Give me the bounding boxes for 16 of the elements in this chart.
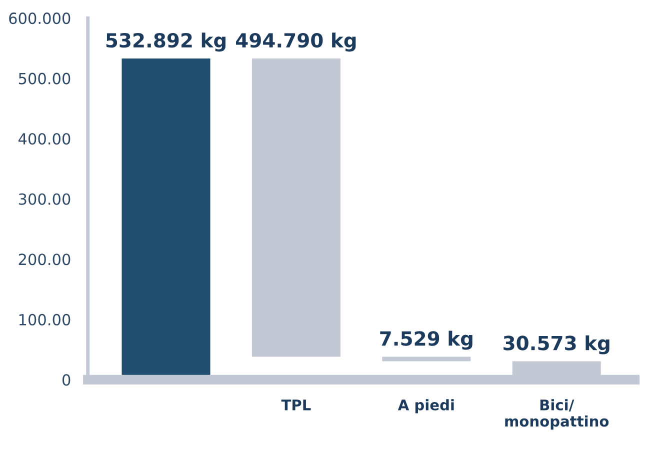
data-label: 7.529 kg xyxy=(380,330,472,350)
bar xyxy=(252,58,340,357)
y-tick-label: 600.000 xyxy=(9,12,70,24)
x-tick-label: TPL xyxy=(281,400,311,410)
x-tick-label: Bici/ monopattino xyxy=(505,399,609,430)
bar xyxy=(382,356,471,362)
data-label: 532.892 kg xyxy=(106,32,226,52)
y-tick-label: 400.00 xyxy=(18,133,70,145)
data-label: 494.790 kg xyxy=(236,32,356,52)
y-tick-label: 300.00 xyxy=(18,193,70,205)
y-tick-label: 100.00 xyxy=(19,314,70,326)
y-tick-label: 0 xyxy=(62,374,70,386)
data-label: 30.573 kg xyxy=(504,335,610,354)
y-tick-label: 200.00 xyxy=(18,254,70,266)
y-tick-label: 500.00 xyxy=(18,72,70,84)
x-tick-label: A piedi xyxy=(398,399,454,414)
